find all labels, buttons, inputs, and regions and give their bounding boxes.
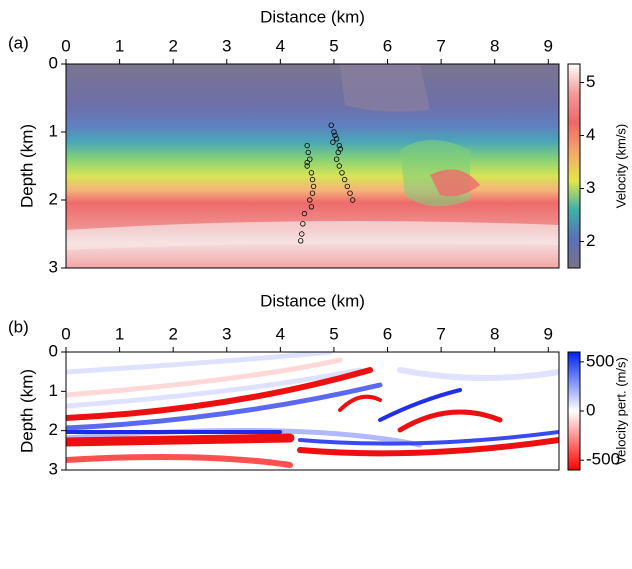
x-tick-label: 2 bbox=[168, 324, 177, 343]
x-tick-label: 5 bbox=[329, 324, 338, 343]
x-tick-label: 6 bbox=[383, 36, 392, 55]
y-tick-label: 2 bbox=[49, 189, 58, 208]
x-tick-label: 7 bbox=[436, 36, 445, 55]
colorbar-tick-label: 4 bbox=[586, 125, 595, 144]
pick-point bbox=[337, 146, 344, 152]
colorbar-tick-label: 3 bbox=[586, 178, 595, 197]
pick-point bbox=[309, 176, 316, 183]
y-axis-label: Depth (km) bbox=[17, 369, 36, 453]
pick-point bbox=[328, 122, 334, 128]
pick-point bbox=[336, 142, 342, 149]
pick-point bbox=[301, 210, 308, 217]
x-axis-label: Distance (km) bbox=[260, 7, 365, 26]
colorbar-tick-label: -500 bbox=[586, 450, 620, 469]
pick-point bbox=[349, 197, 356, 203]
pick-point bbox=[331, 129, 337, 135]
velocity-image bbox=[66, 64, 559, 268]
x-tick-label: 9 bbox=[544, 36, 553, 55]
panel-label: (a) bbox=[8, 33, 29, 52]
x-tick-label: 2 bbox=[168, 36, 177, 55]
pick-point bbox=[308, 170, 315, 176]
colorbar-tick-label: 5 bbox=[586, 72, 595, 91]
x-tick-label: 3 bbox=[222, 324, 231, 343]
pick-point bbox=[333, 156, 340, 162]
plot-frame bbox=[65, 63, 560, 269]
x-tick-label: 3 bbox=[222, 36, 231, 55]
x-tick-label: 6 bbox=[383, 324, 392, 343]
pick-point bbox=[347, 190, 353, 196]
pick-point bbox=[298, 238, 304, 244]
pick-point bbox=[307, 197, 313, 203]
x-tick-label: 4 bbox=[276, 36, 285, 55]
pick-point bbox=[344, 183, 351, 190]
pick-point bbox=[310, 183, 317, 190]
x-axis-label: Distance (km) bbox=[260, 291, 365, 310]
pick-point bbox=[336, 163, 342, 169]
colorbar-tick-label: 500 bbox=[586, 351, 614, 370]
perturbation-image bbox=[66, 352, 559, 470]
x-tick-label: 9 bbox=[544, 324, 553, 343]
y-tick-label: 1 bbox=[49, 381, 58, 400]
pick-point bbox=[339, 170, 345, 176]
y-tick-label: 0 bbox=[49, 341, 58, 360]
y-tick-label: 2 bbox=[49, 420, 58, 439]
plot-frame bbox=[65, 351, 560, 471]
x-tick-label: 0 bbox=[61, 324, 70, 343]
x-tick-label: 8 bbox=[490, 36, 499, 55]
y-tick-label: 3 bbox=[49, 459, 58, 478]
colorbar-label: Velocity pert. (m/s) bbox=[613, 357, 628, 465]
panel-label: (b) bbox=[8, 317, 29, 336]
x-tick-label: 5 bbox=[329, 36, 338, 55]
x-tick-label: 0 bbox=[61, 36, 70, 55]
pick-point bbox=[332, 132, 338, 139]
x-tick-label: 1 bbox=[115, 36, 124, 55]
colorbar-label: Velocity (km/s) bbox=[613, 124, 628, 209]
pick-point bbox=[308, 204, 315, 210]
y-tick-label: 0 bbox=[49, 53, 58, 72]
x-tick-label: 8 bbox=[490, 324, 499, 343]
pick-point bbox=[300, 221, 306, 227]
y-tick-label: 3 bbox=[49, 257, 58, 276]
y-tick-label: 1 bbox=[49, 121, 58, 140]
y-axis-label: Depth (km) bbox=[17, 124, 36, 208]
colorbar bbox=[567, 351, 581, 471]
x-tick-label: 1 bbox=[115, 324, 124, 343]
pick-point bbox=[305, 149, 311, 156]
pick-point bbox=[304, 159, 310, 166]
pick-point bbox=[299, 231, 305, 237]
pick-point bbox=[330, 139, 336, 145]
colorbar bbox=[567, 63, 581, 269]
pick-point bbox=[304, 163, 310, 169]
pick-point bbox=[333, 136, 340, 142]
x-tick-label: 4 bbox=[276, 324, 285, 343]
colorbar-tick-label: 2 bbox=[586, 231, 595, 250]
pick-point bbox=[307, 156, 313, 162]
colorbar-tick-label: 0 bbox=[586, 400, 595, 419]
pick-point bbox=[304, 142, 310, 149]
pick-point bbox=[341, 176, 348, 183]
pick-point bbox=[309, 190, 316, 196]
x-tick-label: 7 bbox=[436, 324, 445, 343]
